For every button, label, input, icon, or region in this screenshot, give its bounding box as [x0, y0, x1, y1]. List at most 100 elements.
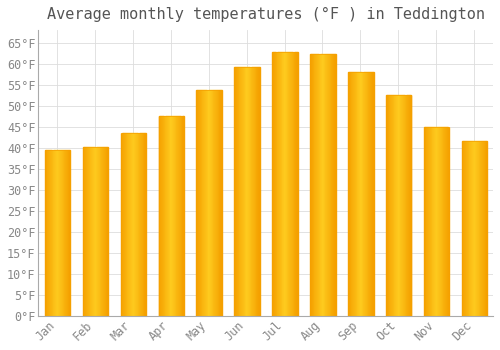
Bar — [356, 72, 358, 316]
Bar — [204, 90, 205, 316]
Bar — [349, 72, 350, 316]
Bar — [426, 127, 428, 316]
Bar — [324, 54, 326, 316]
Bar — [429, 127, 430, 316]
Bar — [52, 150, 54, 316]
Bar — [248, 67, 249, 316]
Bar — [408, 95, 409, 316]
Bar — [199, 90, 200, 316]
Bar — [288, 52, 289, 316]
Bar — [249, 67, 250, 316]
Bar — [468, 141, 469, 316]
Bar — [372, 72, 374, 316]
Bar — [297, 52, 298, 316]
Bar — [158, 116, 160, 316]
Bar — [316, 54, 317, 316]
Bar — [215, 90, 216, 316]
Bar — [161, 116, 162, 316]
Bar — [160, 116, 161, 316]
Bar — [46, 150, 48, 316]
Bar — [441, 127, 442, 316]
Bar — [258, 67, 259, 316]
Bar — [124, 133, 125, 316]
Bar — [482, 141, 483, 316]
Bar — [176, 116, 177, 316]
Bar — [128, 133, 129, 316]
Bar — [137, 133, 138, 316]
Bar — [480, 141, 482, 316]
Bar — [335, 54, 336, 316]
Bar — [48, 150, 49, 316]
Bar — [209, 90, 210, 316]
Bar — [332, 54, 333, 316]
Bar — [92, 147, 93, 316]
Bar — [97, 147, 98, 316]
Bar — [99, 147, 100, 316]
Bar — [61, 150, 62, 316]
Bar — [87, 147, 88, 316]
Bar — [465, 141, 466, 316]
Bar — [234, 67, 235, 316]
Bar — [386, 95, 387, 316]
Bar — [350, 72, 352, 316]
Bar — [130, 133, 131, 316]
Bar — [236, 67, 237, 316]
Bar — [141, 133, 142, 316]
Bar — [212, 90, 214, 316]
Bar — [256, 67, 258, 316]
Bar — [169, 116, 170, 316]
Bar — [198, 90, 199, 316]
Bar — [134, 133, 135, 316]
Bar — [447, 127, 448, 316]
Bar — [83, 147, 108, 316]
Bar — [252, 67, 253, 316]
Bar — [68, 150, 70, 316]
Bar — [196, 90, 198, 316]
Bar — [462, 141, 464, 316]
Bar — [131, 133, 132, 316]
Bar — [206, 90, 208, 316]
Bar — [50, 150, 51, 316]
Bar — [183, 116, 184, 316]
Bar — [120, 133, 122, 316]
Bar — [244, 67, 246, 316]
Bar — [407, 95, 408, 316]
Bar — [96, 147, 97, 316]
Bar — [205, 90, 206, 316]
Bar — [234, 67, 259, 316]
Bar — [486, 141, 487, 316]
Bar — [323, 54, 324, 316]
Bar — [51, 150, 52, 316]
Bar — [464, 141, 465, 316]
Bar — [448, 127, 450, 316]
Bar — [103, 147, 104, 316]
Bar — [334, 54, 335, 316]
Bar — [170, 116, 172, 316]
Bar — [285, 52, 286, 316]
Bar — [434, 127, 435, 316]
Bar — [123, 133, 124, 316]
Bar — [221, 90, 222, 316]
Bar — [166, 116, 167, 316]
Bar — [368, 72, 370, 316]
Bar — [158, 116, 183, 316]
Bar — [56, 150, 58, 316]
Bar — [348, 72, 349, 316]
Bar — [471, 141, 472, 316]
Bar — [439, 127, 440, 316]
Bar — [282, 52, 284, 316]
Bar — [400, 95, 401, 316]
Bar — [444, 127, 445, 316]
Bar — [202, 90, 203, 316]
Bar — [402, 95, 403, 316]
Bar — [62, 150, 64, 316]
Bar — [132, 133, 134, 316]
Bar — [424, 127, 448, 316]
Bar — [353, 72, 354, 316]
Bar — [296, 52, 297, 316]
Bar — [312, 54, 314, 316]
Bar — [247, 67, 248, 316]
Bar — [88, 147, 90, 316]
Bar — [364, 72, 365, 316]
Bar — [396, 95, 397, 316]
